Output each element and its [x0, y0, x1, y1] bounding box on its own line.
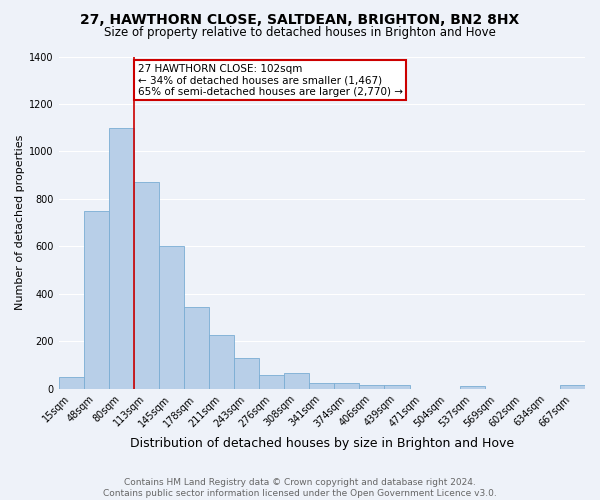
Bar [460, 386, 485, 389]
X-axis label: Distribution of detached houses by size in Brighton and Hove: Distribution of detached houses by size … [130, 437, 514, 450]
Bar [284, 374, 309, 389]
Bar [159, 246, 184, 389]
Text: Size of property relative to detached houses in Brighton and Hove: Size of property relative to detached ho… [104, 26, 496, 39]
Bar [84, 211, 109, 389]
Bar [109, 128, 134, 389]
Bar [309, 383, 334, 389]
Bar [259, 374, 284, 389]
Bar [560, 386, 585, 389]
Bar [134, 182, 159, 389]
Bar [359, 384, 385, 389]
Y-axis label: Number of detached properties: Number of detached properties [15, 135, 25, 310]
Bar [59, 377, 84, 389]
Bar [209, 336, 234, 389]
Text: 27, HAWTHORN CLOSE, SALTDEAN, BRIGHTON, BN2 8HX: 27, HAWTHORN CLOSE, SALTDEAN, BRIGHTON, … [80, 12, 520, 26]
Text: 27 HAWTHORN CLOSE: 102sqm
← 34% of detached houses are smaller (1,467)
65% of se: 27 HAWTHORN CLOSE: 102sqm ← 34% of detac… [137, 64, 403, 97]
Text: Contains HM Land Registry data © Crown copyright and database right 2024.
Contai: Contains HM Land Registry data © Crown c… [103, 478, 497, 498]
Bar [234, 358, 259, 389]
Bar [334, 383, 359, 389]
Bar [184, 307, 209, 389]
Bar [385, 386, 410, 389]
